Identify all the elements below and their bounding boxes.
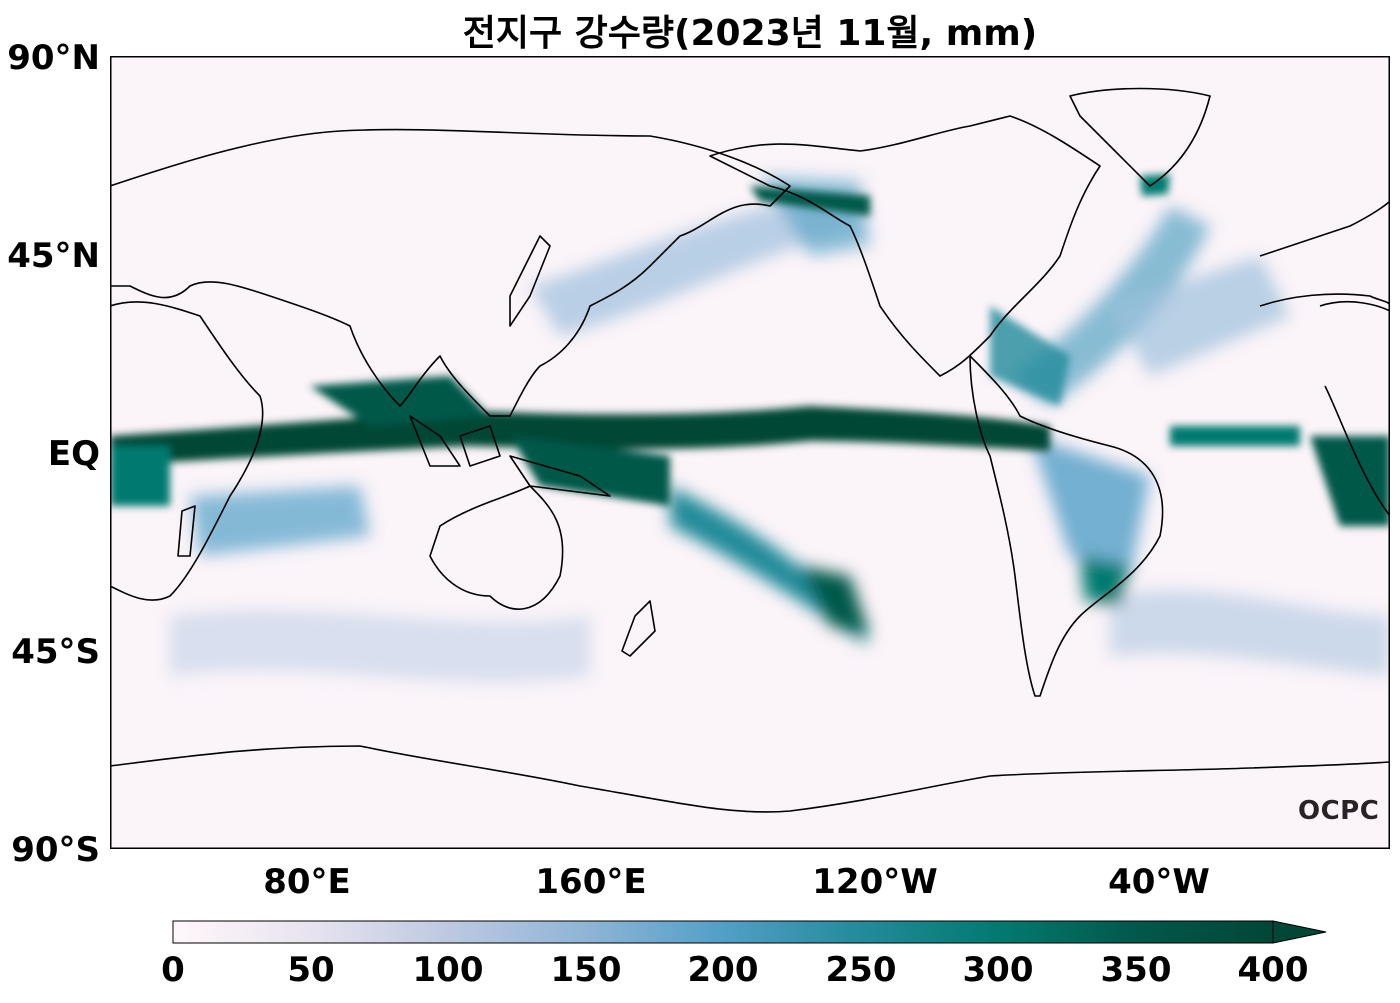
lon-label-120w: 120°W (812, 862, 938, 902)
colorbar-tick-300: 300 (962, 950, 1034, 990)
lat-label-90s: 90°S (11, 830, 100, 870)
precipitation-map (110, 56, 1390, 849)
colorbar-gradient (172, 920, 1274, 944)
colorbar-tick-200: 200 (687, 950, 759, 990)
coastlines (110, 87, 1390, 813)
colorbar (172, 920, 1327, 944)
precipitation-field (170, 176, 1390, 682)
lat-label-90n: 90°N (7, 38, 100, 78)
colorbar-tick-50: 50 (287, 950, 335, 990)
colorbar-extend-arrow (1272, 920, 1327, 944)
lat-label-eq: EQ (47, 434, 100, 474)
colorbar-tick-100: 100 (412, 950, 484, 990)
lon-label-80e: 80°E (263, 862, 351, 902)
itcz-band (110, 174, 1390, 526)
colorbar-tick-250: 250 (825, 950, 897, 990)
colorbar-tick-350: 350 (1100, 950, 1172, 990)
lon-label-160e: 160°E (535, 862, 647, 902)
colorbar-tick-150: 150 (550, 950, 622, 990)
chart-title: 전지구 강수량(2023년 11월, mm) (462, 13, 1038, 54)
ocpc-logo: OCPC (1298, 796, 1380, 826)
colorbar-tick-0: 0 (161, 950, 185, 990)
lat-label-45n: 45°N (7, 236, 100, 276)
lon-label-40w: 40°W (1108, 862, 1210, 902)
colorbar-tick-400: 400 (1237, 950, 1309, 990)
lat-label-45s: 45°S (11, 632, 100, 672)
map-frame (110, 56, 1390, 849)
